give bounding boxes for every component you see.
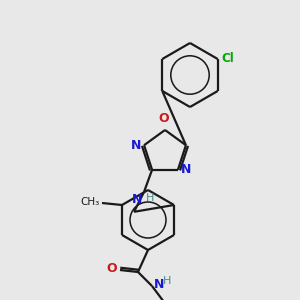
Text: N: N xyxy=(131,139,141,152)
Text: O: O xyxy=(106,262,117,275)
Text: H: H xyxy=(163,276,171,286)
Text: N: N xyxy=(132,193,142,206)
Text: N: N xyxy=(181,163,191,176)
Text: CH₃: CH₃ xyxy=(81,197,100,207)
Text: Cl: Cl xyxy=(222,52,235,64)
Text: H: H xyxy=(146,193,154,203)
Text: O: O xyxy=(159,112,169,125)
Text: N: N xyxy=(154,278,164,290)
